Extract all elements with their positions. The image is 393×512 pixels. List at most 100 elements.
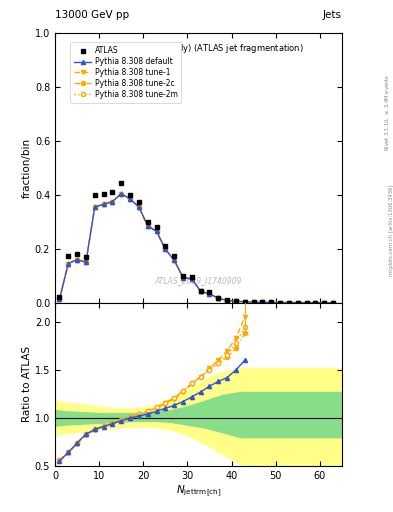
Pythia 8.308 default (313, 300, 318, 306)
ATLAS (84, 254, 88, 260)
Pythia 8.308 tune-1 (269, 300, 274, 306)
ATLAS (66, 252, 71, 259)
ATLAS (172, 252, 176, 259)
Pythia 8.308 default (207, 291, 212, 297)
Pythia 8.308 tune-2c (119, 190, 123, 197)
Pythia 8.308 tune-2m (286, 300, 291, 306)
ATLAS (119, 180, 123, 186)
ATLAS (233, 298, 238, 305)
Pythia 8.308 tune-2c (110, 199, 115, 205)
Pythia 8.308 default (233, 298, 238, 304)
ATLAS (163, 243, 168, 249)
Pythia 8.308 tune-1 (57, 296, 62, 303)
Pythia 8.308 default (119, 190, 123, 197)
Pythia 8.308 tune-2c (322, 300, 327, 306)
ATLAS (207, 289, 212, 295)
Pythia 8.308 tune-2m (207, 291, 212, 297)
Pythia 8.308 tune-2c (172, 257, 176, 263)
Pythia 8.308 tune-2m (128, 196, 132, 202)
Pythia 8.308 tune-2m (145, 223, 150, 229)
Pythia 8.308 tune-1 (251, 299, 256, 305)
Line: ATLAS: ATLAS (57, 180, 336, 305)
ATLAS (269, 300, 274, 306)
Pythia 8.308 default (145, 223, 150, 229)
Pythia 8.308 tune-2m (110, 199, 115, 205)
Pythia 8.308 tune-1 (207, 291, 212, 297)
Pythia 8.308 tune-2c (66, 261, 71, 267)
Pythia 8.308 default (322, 300, 327, 306)
Pythia 8.308 tune-2m (163, 246, 168, 252)
Pythia 8.308 default (331, 300, 336, 306)
Pythia 8.308 tune-1 (331, 300, 336, 306)
Pythia 8.308 default (286, 300, 291, 306)
Pythia 8.308 tune-1 (286, 300, 291, 306)
Pythia 8.308 tune-2c (313, 300, 318, 306)
Pythia 8.308 default (57, 296, 62, 303)
Pythia 8.308 default (101, 201, 106, 207)
Pythia 8.308 tune-2c (331, 300, 336, 306)
Pythia 8.308 tune-2m (296, 300, 300, 306)
Pythia 8.308 tune-1 (136, 204, 141, 210)
ATLAS (189, 274, 194, 280)
Pythia 8.308 tune-2c (84, 259, 88, 265)
Pythia 8.308 tune-2m (75, 257, 79, 263)
Y-axis label: fraction/bin: fraction/bin (22, 138, 32, 198)
Pythia 8.308 tune-1 (322, 300, 327, 306)
Pythia 8.308 tune-1 (128, 196, 132, 202)
Pythia 8.308 tune-2m (331, 300, 336, 306)
Pythia 8.308 tune-2m (313, 300, 318, 306)
Pythia 8.308 tune-2m (198, 288, 203, 294)
Pythia 8.308 tune-2c (260, 300, 265, 306)
ATLAS (145, 219, 150, 225)
Text: mcplots.cern.ch [arXiv:1306.3436]: mcplots.cern.ch [arXiv:1306.3436] (389, 185, 393, 276)
Pythia 8.308 tune-1 (242, 299, 247, 305)
ATLAS (154, 224, 159, 230)
Pythia 8.308 tune-2c (233, 298, 238, 304)
Pythia 8.308 tune-1 (278, 300, 283, 306)
Pythia 8.308 tune-1 (84, 259, 88, 265)
ATLAS (75, 251, 79, 257)
Pythia 8.308 tune-1 (313, 300, 318, 306)
Pythia 8.308 tune-2c (207, 291, 212, 297)
Line: Pythia 8.308 tune-1: Pythia 8.308 tune-1 (57, 191, 335, 305)
Pythia 8.308 tune-2m (269, 300, 274, 306)
Line: Pythia 8.308 tune-2c: Pythia 8.308 tune-2c (57, 191, 335, 305)
ATLAS (286, 300, 291, 306)
Pythia 8.308 tune-2c (304, 300, 309, 306)
Pythia 8.308 tune-1 (296, 300, 300, 306)
Pythia 8.308 tune-1 (101, 201, 106, 207)
Pythia 8.308 default (304, 300, 309, 306)
Pythia 8.308 default (136, 204, 141, 210)
Pythia 8.308 tune-1 (304, 300, 309, 306)
Pythia 8.308 tune-2c (198, 288, 203, 294)
Pythia 8.308 default (189, 276, 194, 282)
Text: Jets: Jets (323, 10, 342, 20)
Pythia 8.308 tune-2c (154, 228, 159, 234)
Pythia 8.308 tune-1 (260, 300, 265, 306)
Pythia 8.308 tune-2m (278, 300, 283, 306)
Line: Pythia 8.308 tune-2m: Pythia 8.308 tune-2m (57, 191, 335, 305)
Pythia 8.308 tune-2c (296, 300, 300, 306)
Pythia 8.308 tune-2m (216, 295, 221, 302)
Pythia 8.308 tune-1 (66, 261, 71, 267)
ATLAS (57, 294, 62, 300)
X-axis label: $N_{\mathrm{jettrm[ch]}}$: $N_{\mathrm{jettrm[ch]}}$ (176, 483, 221, 500)
Pythia 8.308 tune-2m (66, 261, 71, 267)
Pythia 8.308 tune-1 (189, 276, 194, 282)
Pythia 8.308 tune-1 (233, 298, 238, 304)
Text: Multiplicity $\lambda_0^0$ (charged only) (ATLAS jet fragmentation): Multiplicity $\lambda_0^0$ (charged only… (70, 41, 304, 56)
Pythia 8.308 tune-2m (119, 190, 123, 197)
Pythia 8.308 default (198, 288, 203, 294)
Pythia 8.308 tune-1 (92, 204, 97, 210)
Pythia 8.308 tune-1 (75, 257, 79, 263)
Pythia 8.308 tune-2c (216, 295, 221, 302)
Pythia 8.308 default (154, 228, 159, 234)
ATLAS (251, 299, 256, 305)
Pythia 8.308 tune-2m (251, 299, 256, 305)
Pythia 8.308 tune-1 (172, 257, 176, 263)
Pythia 8.308 default (269, 300, 274, 306)
Pythia 8.308 tune-2c (251, 299, 256, 305)
Pythia 8.308 tune-2m (304, 300, 309, 306)
Pythia 8.308 tune-1 (216, 295, 221, 302)
Pythia 8.308 tune-2c (128, 196, 132, 202)
